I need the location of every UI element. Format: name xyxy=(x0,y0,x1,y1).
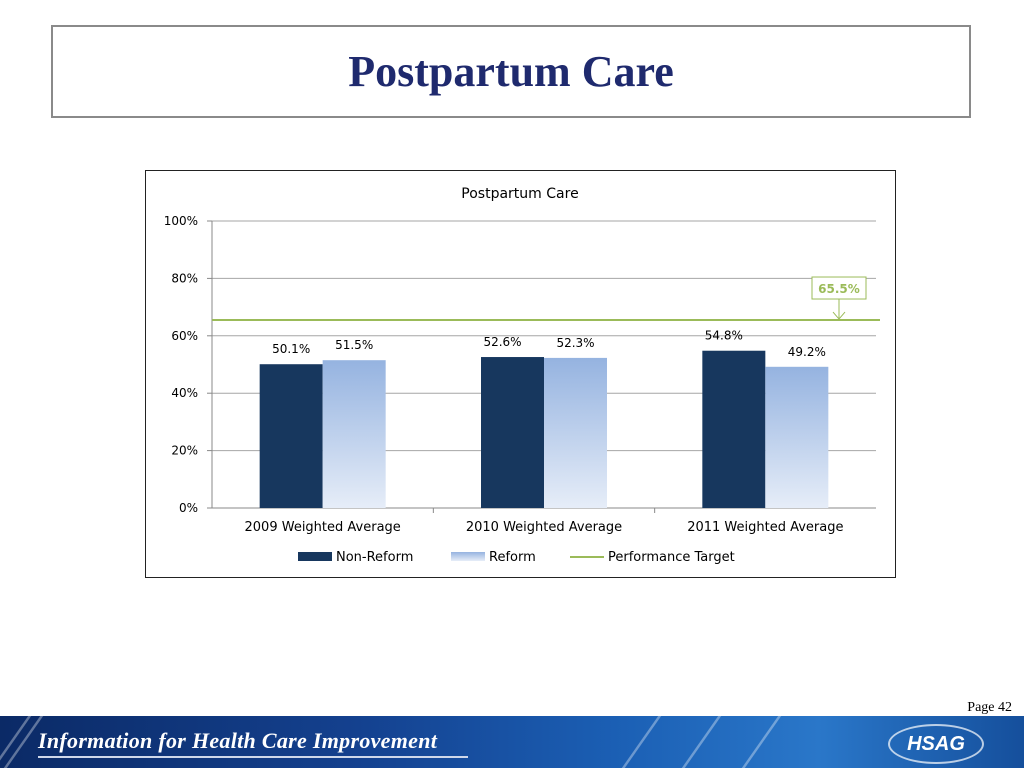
x-tick-label: 2011 Weighted Average xyxy=(687,520,843,535)
footer-banner: Information for Health Care Improvement … xyxy=(0,716,1024,768)
data-label: 52.6% xyxy=(483,335,521,349)
bar-chart: Postpartum Care 0% 20% 40% 60% 80% 100% 50.1%… xyxy=(164,186,880,565)
y-tick-label: 0% xyxy=(179,501,198,515)
legend: Non-Reform Reform Performance Target xyxy=(298,550,735,565)
slide-title: Postpartum Care xyxy=(348,47,674,96)
performance-target: 65.5% xyxy=(212,276,880,322)
bar-reform xyxy=(544,357,607,508)
bars xyxy=(259,350,829,508)
hsag-logo: HSAG xyxy=(888,724,984,764)
chart-panel: Postpartum Care 0% 20% 40% 60% 80% 100% 50.1%… xyxy=(145,170,896,578)
data-label: 50.1% xyxy=(272,342,310,356)
logo-text: HSAG xyxy=(907,732,965,755)
legend-label: Reform xyxy=(489,550,536,565)
footer-tagline: Information for Health Care Improvement xyxy=(38,728,438,753)
data-label: 54.8% xyxy=(705,329,743,343)
y-axis-ticks: 0% 20% 40% 60% 80% 100% xyxy=(164,214,198,515)
slide-title-box: Postpartum Care xyxy=(51,25,971,118)
bar-labels: 50.1% 51.5% 52.6% 52.3% 54.8% 49.2% xyxy=(272,329,826,359)
data-label: 51.5% xyxy=(335,338,373,352)
legend-label: Non-Reform xyxy=(336,550,413,565)
legend-swatch xyxy=(451,552,485,561)
y-tick-label: 100% xyxy=(164,214,198,228)
y-tick-label: 80% xyxy=(171,271,198,285)
bar-reform xyxy=(765,366,829,508)
bar-reform xyxy=(322,360,386,508)
legend-swatch xyxy=(298,552,332,561)
x-tick-label: 2009 Weighted Average xyxy=(245,520,401,535)
footer-rule xyxy=(38,756,468,758)
bar-non-reform xyxy=(481,357,544,508)
data-label: 52.3% xyxy=(556,336,594,350)
chart-title: Postpartum Care xyxy=(461,186,578,202)
target-label: 65.5% xyxy=(818,282,860,296)
target-arrow-head xyxy=(832,311,846,320)
y-tick-label: 40% xyxy=(171,386,198,400)
bar-non-reform xyxy=(259,364,323,508)
x-axis: 2009 Weighted Average 2010 Weighted Avera… xyxy=(245,508,843,535)
y-tick-label: 20% xyxy=(171,444,198,458)
legend-label: Performance Target xyxy=(608,550,735,565)
page-number: Page 42 xyxy=(967,700,1012,715)
bar-non-reform xyxy=(702,350,766,508)
data-label: 49.2% xyxy=(788,345,826,359)
y-tick-label: 60% xyxy=(171,329,198,343)
x-tick-label: 2010 Weighted Average xyxy=(466,520,622,535)
